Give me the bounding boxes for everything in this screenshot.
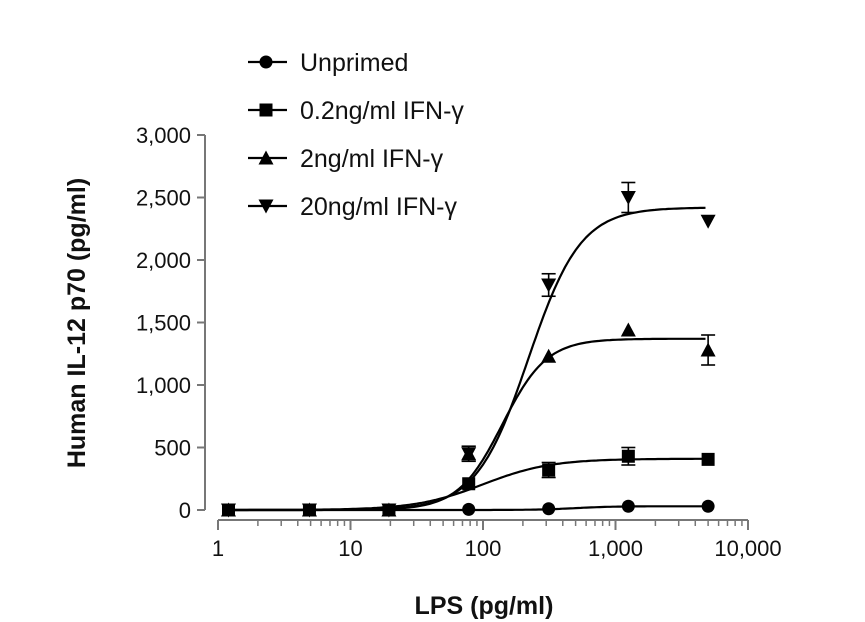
data-point-series-2 [542,463,556,477]
data-point-series-4 [381,503,397,518]
data-point-series-4 [461,447,477,462]
data-point-series-3 [700,342,716,357]
y-tick-label: 1,500 [136,311,191,336]
y-tick-label: 500 [154,436,191,461]
data-point-series-4 [700,214,716,229]
data-point-series-4 [541,278,557,293]
x-tick-label: 1,000 [588,536,643,561]
x-tick-label: 1 [212,536,224,561]
data-points [220,181,716,518]
y-tick-label: 3,000 [136,123,191,148]
legend-label: 20ng/ml IFN-γ [300,193,457,221]
chart-legend: Unprimed 0.2ng/ml IFN-γ 2ng/ml IFN-γ 20ng/m… [248,49,464,221]
data-point-series-1 [701,499,715,513]
legend-label: 0.2ng/ml IFN-γ [300,97,464,125]
data-point-series-1 [542,502,556,516]
data-point-series-3 [541,348,557,363]
x-tick-label: 10,000 [714,536,781,561]
legend-label: Unprimed [300,49,408,77]
x-axis-title: LPS (pg/ml) [415,592,554,620]
y-axis-title: Human IL-12 p70 (pg/ml) [63,178,91,468]
data-point-series-2 [462,477,476,491]
y-tick-label: 1,000 [136,373,191,398]
legend-marker [259,55,273,69]
data-point-series-1 [462,502,476,516]
data-point-series-3 [620,322,636,337]
y-tick-label: 2,500 [136,186,191,211]
data-point-series-4 [620,191,636,205]
legend-label: 2ng/ml IFN-γ [300,145,444,173]
legend-marker [259,103,273,117]
data-point-series-4 [220,503,236,518]
y-tick-label: 0 [179,498,191,523]
legend-marker [258,199,274,214]
data-point-series-4 [301,503,317,518]
y-tick-label: 2,000 [136,248,191,273]
chart-axes [204,135,748,521]
chart-ticks: 0 500 1,000 1,500 2,000 2,500 3,000 1 10 100 1,000… [136,123,782,561]
x-tick-label: 100 [465,536,502,561]
legend-marker [258,150,274,165]
data-point-series-2 [701,452,715,466]
x-tick-label: 10 [338,536,362,561]
data-point-series-2 [621,449,635,463]
data-point-series-1 [621,499,635,513]
